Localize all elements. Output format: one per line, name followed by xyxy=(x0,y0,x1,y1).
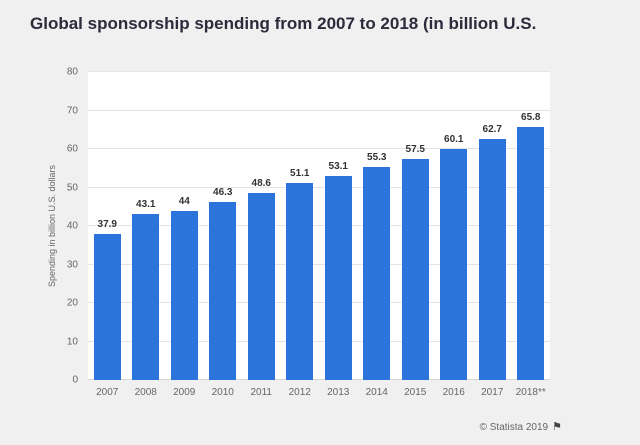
bar-slot: 37.9 2007 xyxy=(88,72,127,398)
bar-slot: 51.1 2012 xyxy=(281,72,320,398)
bar xyxy=(170,210,198,380)
bar-slot: 46.3 2010 xyxy=(204,72,243,398)
y-tick-label: 0 xyxy=(72,374,78,386)
bar xyxy=(517,126,545,380)
bar-value-label: 57.5 xyxy=(405,143,425,155)
bar xyxy=(247,192,275,380)
bar xyxy=(93,234,121,380)
page-title: Global sponsorship spending from 2007 to… xyxy=(30,14,537,33)
bar-slot: 62.7 2017 xyxy=(473,72,512,398)
bar-value-label: 44 xyxy=(178,195,190,207)
bar-value-label: 51.1 xyxy=(290,168,310,180)
bar-value-label: 46.3 xyxy=(213,186,233,198)
footer: © Statista 2019 ⚑ xyxy=(480,420,562,433)
bar-slot: 55.3 2014 xyxy=(358,72,397,398)
y-tick-label: 60 xyxy=(66,143,78,155)
bar-value-label: 60.1 xyxy=(444,133,464,145)
gridline xyxy=(88,302,550,303)
bar xyxy=(363,167,391,380)
y-tick-label: 20 xyxy=(66,297,78,309)
bar-value-label: 55.3 xyxy=(367,152,387,164)
bar xyxy=(209,201,237,380)
bar-slot: 53.1 2013 xyxy=(319,72,358,398)
flag-icon: ⚑ xyxy=(552,421,562,433)
x-tick-label: 2016 xyxy=(442,387,465,398)
bar-slot: 60.1 2016 xyxy=(435,72,474,398)
bar xyxy=(324,175,352,380)
gridline xyxy=(88,109,550,111)
x-tick-label: 2007 xyxy=(96,387,119,398)
bar-slot: 44 2009 xyxy=(165,72,204,398)
bar xyxy=(401,158,429,380)
bar-slot: 43.1 2008 xyxy=(127,72,166,398)
y-tick-label: 40 xyxy=(66,220,78,232)
statista-copyright-link[interactable]: © Statista 2019 xyxy=(479,422,549,433)
gridline xyxy=(88,71,550,72)
y-tick-label: 30 xyxy=(66,259,78,270)
x-tick-label: 2017 xyxy=(481,387,504,398)
bar xyxy=(478,138,506,380)
bar xyxy=(132,214,160,380)
bar-value-label: 53.1 xyxy=(328,160,348,172)
x-tick-label: 2018** xyxy=(515,387,546,398)
gridline xyxy=(88,148,550,149)
y-axis: 0 10 20 30 40 50 60 70 80 xyxy=(0,67,84,386)
plot-area: 37.9 2007 43.1 2008 44 2009 46.3 2010 48.6 2011 51… xyxy=(88,71,551,398)
bar-slot: 65.8 2018** xyxy=(512,72,551,398)
gridline xyxy=(88,225,550,226)
bar-value-label: 37.9 xyxy=(97,219,117,231)
x-tick-label: 2008 xyxy=(134,387,157,398)
gridline xyxy=(88,379,550,380)
bar xyxy=(440,148,468,380)
y-tick-label: 80 xyxy=(66,66,78,78)
x-tick-label: 2011 xyxy=(250,387,272,398)
bar-slot: 57.5 2015 xyxy=(396,72,435,398)
gridline xyxy=(88,186,550,188)
bar-value-label: 65.8 xyxy=(521,111,541,123)
x-tick-label: 2013 xyxy=(327,387,350,398)
bar xyxy=(286,183,314,380)
bar-value-label: 43.1 xyxy=(136,199,156,211)
x-tick-label: 2015 xyxy=(404,387,427,398)
bar-slot: 48.6 2011 xyxy=(242,72,281,398)
x-tick-label: 2012 xyxy=(288,387,311,398)
x-tick-label: 2010 xyxy=(211,387,234,398)
x-tick-label: 2009 xyxy=(173,387,196,398)
y-tick-label: 50 xyxy=(66,182,78,193)
bar-value-label: 48.6 xyxy=(251,177,271,189)
bars-row: 37.9 2007 43.1 2008 44 2009 46.3 2010 48.6 2011 51… xyxy=(88,72,551,398)
y-tick-label: 70 xyxy=(66,105,78,116)
y-tick-label: 10 xyxy=(66,336,78,347)
x-tick-label: 2014 xyxy=(365,387,388,398)
bar-value-label: 62.7 xyxy=(482,123,502,135)
gridline xyxy=(88,263,550,265)
gridline xyxy=(88,340,550,342)
